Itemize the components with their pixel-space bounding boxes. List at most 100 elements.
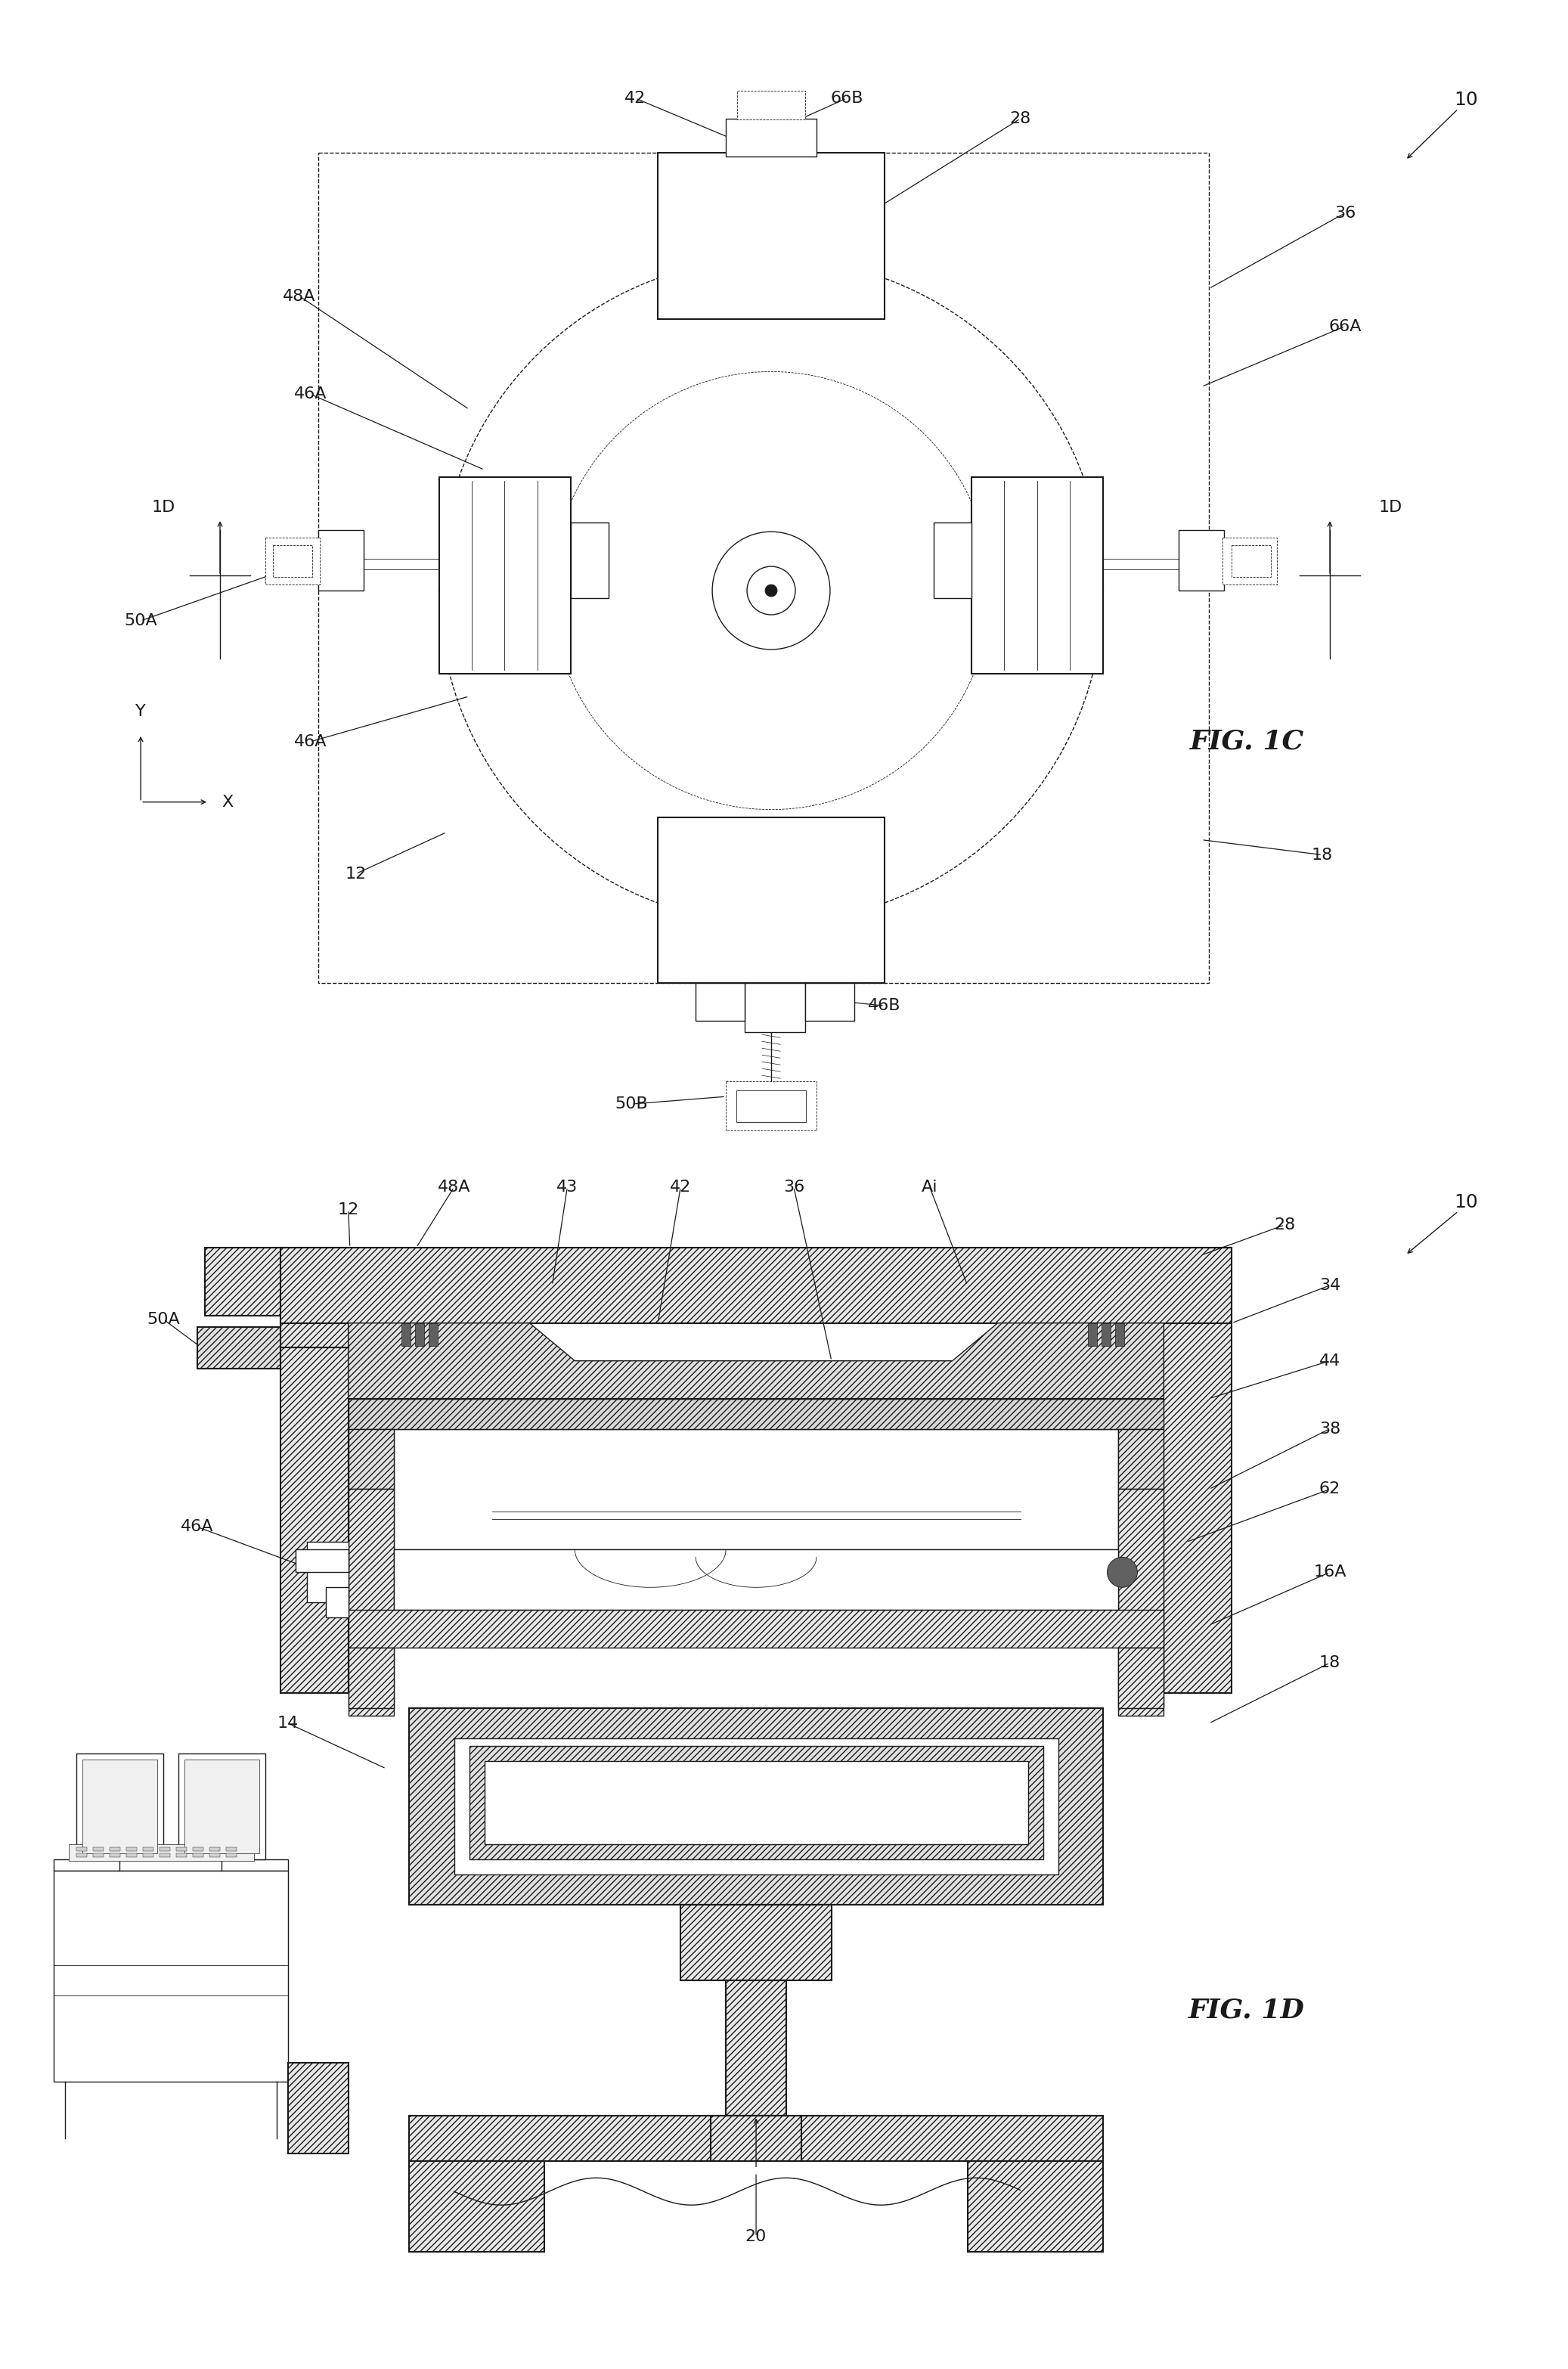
Text: Y: Y xyxy=(135,704,146,718)
Text: 36: 36 xyxy=(782,1180,804,1194)
Bar xyxy=(409,2161,544,2253)
Bar xyxy=(394,1429,1118,1549)
Bar xyxy=(469,1746,1043,1860)
Bar xyxy=(348,1611,1163,1649)
Bar xyxy=(77,1848,88,1850)
Text: FIG. 1D: FIG. 1D xyxy=(1189,1997,1305,2023)
Bar xyxy=(348,1490,394,1715)
Text: 28: 28 xyxy=(1273,1218,1295,1232)
Bar xyxy=(176,1853,187,1857)
Polygon shape xyxy=(348,1322,1163,1398)
Bar xyxy=(1115,1322,1124,1346)
Bar xyxy=(179,1753,265,1860)
Bar xyxy=(127,1853,136,1857)
Text: 48A: 48A xyxy=(437,1180,470,1194)
Bar xyxy=(726,1080,817,1130)
Bar xyxy=(318,531,364,590)
Bar xyxy=(226,1848,237,1850)
Text: 50A: 50A xyxy=(147,1312,180,1327)
Text: 66B: 66B xyxy=(829,90,862,107)
Bar xyxy=(160,1853,171,1857)
Bar xyxy=(696,983,745,1021)
Bar xyxy=(455,1739,1058,1874)
Text: 66A: 66A xyxy=(1328,320,1361,334)
Text: 18: 18 xyxy=(1319,1656,1341,1670)
Text: 44: 44 xyxy=(1319,1353,1341,1369)
Bar xyxy=(348,1649,394,1708)
Text: 10: 10 xyxy=(1454,90,1477,109)
Text: 18: 18 xyxy=(1312,848,1333,862)
Bar xyxy=(1118,1429,1163,1490)
Bar xyxy=(394,1549,1118,1611)
Bar xyxy=(265,538,320,585)
Bar xyxy=(416,1322,423,1346)
Text: FIG. 1C: FIG. 1C xyxy=(1190,730,1305,753)
Bar xyxy=(83,1760,157,1853)
Text: X: X xyxy=(221,794,234,810)
Bar xyxy=(198,1327,281,1369)
Bar xyxy=(1102,1322,1110,1346)
Bar xyxy=(307,1542,348,1601)
Bar xyxy=(1223,538,1276,585)
Bar xyxy=(659,817,884,983)
Bar xyxy=(185,1760,259,1853)
Bar xyxy=(210,1848,220,1850)
Bar xyxy=(193,1853,204,1857)
Bar xyxy=(281,1248,1232,1322)
Text: Ai: Ai xyxy=(922,1180,938,1194)
Bar xyxy=(143,1853,154,1857)
Text: 12: 12 xyxy=(345,867,367,881)
Bar xyxy=(1232,545,1272,578)
Bar xyxy=(439,476,571,673)
Bar xyxy=(273,545,312,578)
Bar xyxy=(681,1905,831,1980)
Bar xyxy=(659,152,884,320)
Bar xyxy=(318,152,1209,983)
Text: 1D: 1D xyxy=(152,500,176,514)
Circle shape xyxy=(765,585,778,597)
Text: 60: 60 xyxy=(82,1784,102,1798)
Text: 20: 20 xyxy=(745,2229,767,2243)
Bar xyxy=(93,1853,103,1857)
Bar xyxy=(971,476,1104,673)
Bar xyxy=(127,1848,136,1850)
Bar xyxy=(326,1587,348,1618)
Bar xyxy=(160,1848,171,1850)
Text: 16A: 16A xyxy=(1314,1564,1347,1580)
Bar xyxy=(401,1322,411,1346)
Bar xyxy=(281,1248,348,1694)
Bar xyxy=(53,1860,289,1872)
Text: 46A: 46A xyxy=(180,1519,213,1535)
Bar xyxy=(428,1322,437,1346)
Bar xyxy=(737,90,804,118)
Bar xyxy=(726,118,817,156)
Text: 46A: 46A xyxy=(295,386,328,403)
Bar xyxy=(348,1398,1163,1429)
Bar xyxy=(726,1980,786,2116)
Bar xyxy=(409,2116,1104,2161)
Text: 46B: 46B xyxy=(869,997,902,1014)
Bar xyxy=(69,1843,254,1860)
Text: 38: 38 xyxy=(1319,1421,1341,1436)
Text: 36: 36 xyxy=(1334,206,1356,220)
Text: 50A: 50A xyxy=(124,614,157,628)
Bar xyxy=(226,1853,237,1857)
Bar xyxy=(571,524,608,597)
Bar xyxy=(933,524,971,597)
Text: 42: 42 xyxy=(670,1180,691,1194)
Circle shape xyxy=(1107,1556,1137,1587)
Bar xyxy=(1118,1490,1163,1715)
Bar xyxy=(745,983,804,1033)
Bar xyxy=(295,1549,348,1573)
Bar xyxy=(205,1248,281,1315)
Bar xyxy=(110,1853,121,1857)
Text: 48B: 48B xyxy=(786,924,818,938)
Bar xyxy=(409,1708,1104,1905)
Bar xyxy=(53,1872,289,2082)
Text: 10: 10 xyxy=(1454,1194,1477,1211)
Bar xyxy=(1118,1649,1163,1708)
Bar xyxy=(77,1753,163,1860)
Bar xyxy=(93,1848,103,1850)
Text: 14: 14 xyxy=(278,1715,298,1732)
Text: 43: 43 xyxy=(557,1180,579,1194)
